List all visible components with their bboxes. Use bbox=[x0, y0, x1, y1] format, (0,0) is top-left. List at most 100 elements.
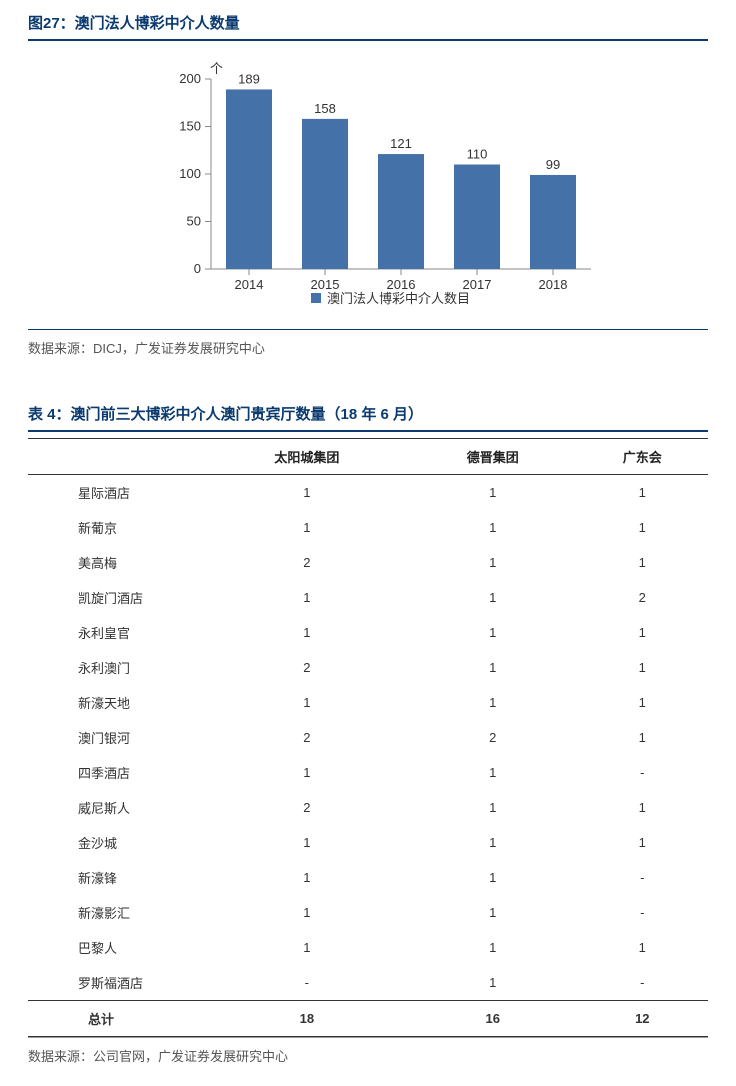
table-row: 永利皇官111 bbox=[28, 615, 708, 650]
bar bbox=[378, 154, 424, 269]
table-header-row: 太阳城集团德晋集团广东会 bbox=[28, 439, 708, 475]
table-row: 金沙城111 bbox=[28, 825, 708, 860]
table-row: 威尼斯人211 bbox=[28, 790, 708, 825]
table-cell: 1 bbox=[577, 825, 708, 860]
table-cell: 1 bbox=[205, 895, 409, 930]
bar bbox=[454, 165, 500, 270]
table-cell: 1 bbox=[409, 755, 577, 790]
table-row: 凯旋门酒店112 bbox=[28, 580, 708, 615]
table-row: 新葡京111 bbox=[28, 510, 708, 545]
table-cell: 1 bbox=[409, 790, 577, 825]
x-tick-label: 2018 bbox=[539, 277, 568, 292]
table-cell: 1 bbox=[409, 510, 577, 545]
table-cell: 1 bbox=[205, 860, 409, 895]
table-row: 罗斯福酒店-1- bbox=[28, 965, 708, 1001]
table-footer-cell: 18 bbox=[205, 1001, 409, 1037]
table-cell: 1 bbox=[409, 615, 577, 650]
table-cell: 1 bbox=[409, 545, 577, 580]
table-cell: 新濠影汇 bbox=[28, 895, 205, 930]
table-cell: 2 bbox=[205, 650, 409, 685]
bar-chart: 个050100150200189201415820151212016110201… bbox=[133, 59, 603, 319]
table-row: 巴黎人111 bbox=[28, 930, 708, 965]
table-footer-row: 总计181612 bbox=[28, 1001, 708, 1037]
bar bbox=[530, 175, 576, 269]
table-footer-cell: 12 bbox=[577, 1001, 708, 1037]
table-cell: 2 bbox=[409, 720, 577, 755]
legend-label: 澳门法人博彩中介人数目 bbox=[327, 291, 470, 306]
table-cell: 1 bbox=[577, 790, 708, 825]
table-row: 新濠天地111 bbox=[28, 685, 708, 720]
table-cell: 巴黎人 bbox=[28, 930, 205, 965]
table-cell: 凯旋门酒店 bbox=[28, 580, 205, 615]
y-tick-label: 100 bbox=[179, 166, 201, 181]
table-cell: 永利澳门 bbox=[28, 650, 205, 685]
table-cell: 1 bbox=[205, 825, 409, 860]
table-row: 新濠锋11- bbox=[28, 860, 708, 895]
table-cell: 1 bbox=[409, 580, 577, 615]
table-cell: 永利皇官 bbox=[28, 615, 205, 650]
table-cell: 1 bbox=[577, 685, 708, 720]
table-cell: - bbox=[205, 965, 409, 1001]
table-cell: - bbox=[577, 755, 708, 790]
bar bbox=[226, 89, 272, 269]
table-cell: 罗斯福酒店 bbox=[28, 965, 205, 1001]
table-cell: 金沙城 bbox=[28, 825, 205, 860]
table-row: 美高梅211 bbox=[28, 545, 708, 580]
table-title: 表 4：澳门前三大博彩中介人澳门贵宾厅数量（18 年 6 月） bbox=[28, 403, 708, 432]
table-row: 永利澳门211 bbox=[28, 650, 708, 685]
table-cell: 澳门银河 bbox=[28, 720, 205, 755]
table-cell: 新濠锋 bbox=[28, 860, 205, 895]
table-row: 澳门银河221 bbox=[28, 720, 708, 755]
table-cell: 1 bbox=[577, 650, 708, 685]
table-cell: 1 bbox=[577, 615, 708, 650]
table-cell: 1 bbox=[205, 510, 409, 545]
table-cell: 1 bbox=[577, 545, 708, 580]
y-tick-label: 150 bbox=[179, 119, 201, 134]
table-cell: 1 bbox=[577, 510, 708, 545]
bar-chart-container: 个050100150200189201415820151212016110201… bbox=[28, 49, 708, 319]
x-tick-label: 2015 bbox=[311, 277, 340, 292]
table-header-cell: 广东会 bbox=[577, 439, 708, 475]
table-source: 数据来源：公司官网，广发证券发展研究中心 bbox=[28, 1038, 708, 1065]
table-cell: 2 bbox=[205, 545, 409, 580]
table-header-cell: 德晋集团 bbox=[409, 439, 577, 475]
table-cell: 1 bbox=[205, 930, 409, 965]
y-tick-label: 0 bbox=[194, 261, 201, 276]
figure-source: 数据来源：DICJ，广发证券发展研究中心 bbox=[28, 330, 708, 357]
table-cell: 四季酒店 bbox=[28, 755, 205, 790]
legend-marker bbox=[311, 293, 321, 303]
data-table: 太阳城集团德晋集团广东会 星际酒店111新葡京111美高梅211凯旋门酒店112… bbox=[28, 438, 708, 1037]
bar bbox=[302, 119, 348, 269]
table-cell: 2 bbox=[205, 720, 409, 755]
y-tick-label: 200 bbox=[179, 71, 201, 86]
table-cell: 星际酒店 bbox=[28, 475, 205, 511]
table-cell: 1 bbox=[409, 475, 577, 511]
table-cell: 1 bbox=[409, 895, 577, 930]
x-tick-label: 2017 bbox=[463, 277, 492, 292]
table-cell: 1 bbox=[577, 720, 708, 755]
table-cell: 1 bbox=[205, 685, 409, 720]
y-tick-label: 50 bbox=[187, 214, 201, 229]
table-footer-cell: 总计 bbox=[28, 1001, 205, 1037]
table-header-cell bbox=[28, 439, 205, 475]
bar-value-label: 99 bbox=[546, 157, 560, 172]
table-cell: 威尼斯人 bbox=[28, 790, 205, 825]
table-cell: 1 bbox=[205, 580, 409, 615]
table-cell: 新濠天地 bbox=[28, 685, 205, 720]
table-cell: - bbox=[577, 860, 708, 895]
table-cell: 1 bbox=[577, 475, 708, 511]
table-row: 四季酒店11- bbox=[28, 755, 708, 790]
table-row: 新濠影汇11- bbox=[28, 895, 708, 930]
x-tick-label: 2016 bbox=[387, 277, 416, 292]
table-cell: 新葡京 bbox=[28, 510, 205, 545]
x-tick-label: 2014 bbox=[235, 277, 264, 292]
table-cell: 1 bbox=[205, 615, 409, 650]
table-cell: 1 bbox=[409, 685, 577, 720]
table-cell: 1 bbox=[409, 650, 577, 685]
table-body: 星际酒店111新葡京111美高梅211凯旋门酒店112永利皇官111永利澳门21… bbox=[28, 475, 708, 1001]
bar-value-label: 189 bbox=[238, 71, 260, 86]
table-cell: 1 bbox=[205, 755, 409, 790]
table-cell: 美高梅 bbox=[28, 545, 205, 580]
y-axis-unit: 个 bbox=[210, 61, 223, 76]
table-row: 星际酒店111 bbox=[28, 475, 708, 511]
